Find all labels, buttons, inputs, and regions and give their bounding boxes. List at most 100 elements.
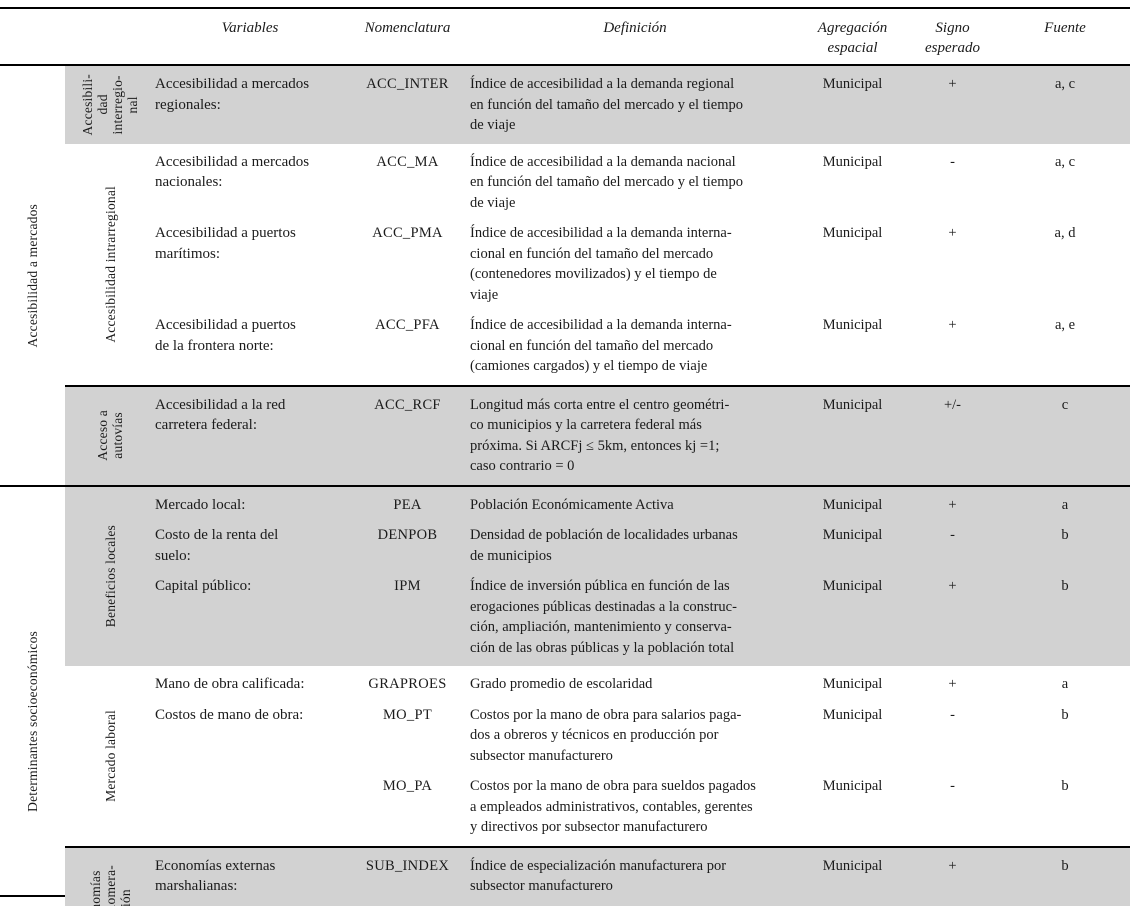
nomenclature-cell: IPM: [394, 578, 421, 594]
definition-cell: Población Económicamente Activa: [470, 496, 674, 513]
expected-sign-cell: -: [950, 706, 955, 723]
definition-cell: Índice de especialización manufacturera …: [470, 857, 727, 895]
spatial-aggregation-cell: Municipal: [822, 578, 883, 594]
subgroup: Mercado laboral Mano de obra calificada:…: [65, 666, 1130, 846]
expected-sign-cell: +/-: [943, 396, 962, 413]
subgroup-label: Accesibilidad intrarregional: [102, 185, 118, 343]
outer-group: Determinantes socioeconómicos Beneficios…: [0, 484, 1130, 906]
nomenclature-cell: DENPOB: [377, 527, 438, 543]
table-top-rule: [0, 7, 1130, 9]
source-cell: b: [1061, 578, 1069, 594]
subgroup-label-cell: Mercado laboral: [65, 666, 155, 846]
subgroup-label-cell: Economías de aglomera- ción: [65, 848, 155, 906]
variable-cell: Accesibilidad a mercados regionales:: [155, 76, 310, 113]
spatial-aggregation-cell: Municipal: [822, 153, 883, 170]
expected-sign-cell: +: [948, 317, 957, 333]
definition-cell: Índice de accesibilidad a la demanda int…: [470, 225, 732, 303]
spatial-aggregation-cell: Municipal: [822, 76, 883, 92]
outer-group-label-cell: Determinantes socioeconómicos: [0, 486, 65, 906]
variable-cell: Accesibilidad a puertos marítimos:: [155, 225, 296, 262]
definition-cell: Longitud más corta entre el centro geomé…: [470, 396, 730, 475]
source-cell: a, e: [1054, 317, 1076, 333]
expected-sign-cell: +: [948, 578, 957, 594]
expected-sign-cell: -: [950, 778, 955, 794]
expected-sign-cell: +: [948, 76, 957, 92]
nomenclature-cell: PEA: [393, 496, 422, 513]
expected-sign-cell: -: [950, 527, 955, 543]
subgroup-label: Economías de aglomera- ción: [87, 864, 133, 906]
nomenclature-cell: ACC_RCF: [374, 396, 441, 413]
subgroup-rows: Economías externas marshalianas: SUB_IND…: [155, 848, 1130, 906]
source-cell: a: [1061, 676, 1069, 692]
definition-cell: Índice de inversión pública en función d…: [470, 578, 737, 656]
nomenclature-cell: SUB_INDEX: [365, 857, 450, 874]
table-row: Mano de obra calificada: GRAPROES Grado …: [155, 672, 1130, 703]
partial-bottom-rule: [0, 895, 65, 897]
source-cell: a, d: [1054, 225, 1076, 241]
subgroup-label: Acceso a autovías: [95, 410, 125, 461]
variable-cell: Costo de la renta del suelo:: [155, 527, 279, 564]
table-row: Costos de mano de obra: MO_PT Costos por…: [155, 703, 1130, 775]
subgroup-label: Accesibili- dad interregio- nal: [80, 74, 140, 136]
header-fuente: Fuente: [1044, 20, 1086, 36]
source-cell: b: [1061, 527, 1069, 543]
table-row: Economías externas marshalianas: SUB_IND…: [155, 854, 1130, 905]
definition-cell: Índice de accesibilidad a la demanda nac…: [470, 153, 743, 211]
variable-cell: Accesibilidad a mercados nacionales:: [155, 153, 310, 191]
table-row: Accesibilidad a la red carretera federal…: [155, 393, 1130, 485]
nomenclature-cell: GRAPROES: [368, 676, 447, 692]
variable-cell: Economías externas marshalianas:: [155, 857, 276, 895]
spatial-aggregation-cell: Municipal: [822, 317, 883, 333]
spatial-aggregation-cell: Municipal: [822, 676, 883, 692]
nomenclature-cell: ACC_INTER: [366, 76, 449, 92]
source-cell: a, c: [1054, 153, 1076, 170]
definition-cell: Índice de accesibilidad a la demanda int…: [470, 317, 732, 374]
subgroup-label-cell: Accesibilidad intrarregional: [65, 144, 155, 385]
spatial-aggregation-cell: Municipal: [822, 225, 883, 241]
table-row: Capital público: IPM Índice de inversión…: [155, 574, 1130, 666]
variable-cell: [155, 776, 345, 838]
spatial-aggregation-cell: Municipal: [822, 857, 883, 874]
subgroup-rows: Accesibilidad a la red carretera federal…: [155, 387, 1130, 485]
variable-cell: Mano de obra calificada:: [155, 676, 305, 692]
subgroup-label: Beneficios locales: [102, 525, 118, 628]
subgroup-label-cell: Acceso a autovías: [65, 387, 155, 485]
variable-cell: Mercado local:: [155, 496, 246, 513]
source-cell: b: [1061, 706, 1069, 723]
nomenclature-cell: ACC_PFA: [375, 317, 440, 333]
definition-cell: Índice de accesibilidad a la demanda reg…: [470, 76, 743, 133]
spatial-aggregation-cell: Municipal: [822, 527, 883, 543]
definition-cell: Costos por la mano de obra para salarios…: [470, 706, 742, 764]
definition-cell: Densidad de población de localidades urb…: [470, 527, 738, 564]
nomenclature-cell: MO_PT: [382, 706, 433, 723]
variable-cell: Accesibilidad a puertos de la frontera n…: [155, 317, 296, 354]
subgroup-label-cell: Beneficios locales: [65, 487, 155, 667]
definition-cell: Grado promedio de escolaridad: [470, 676, 653, 692]
outer-group-label: Accesibilidad a mercados: [25, 203, 40, 348]
source-cell: a: [1061, 496, 1069, 513]
subgroup-rows: Accesibilidad a mercados nacionales: ACC…: [155, 144, 1130, 385]
header-signo-esperado: Signo esperado: [925, 20, 980, 56]
subgroup: Accesibilidad intrarregional Accesibilid…: [65, 144, 1130, 385]
header-agregacion-espacial: Agregación espacial: [817, 20, 888, 56]
header-spacer: [0, 18, 155, 58]
subgroup: Economías de aglomera- ción Economías ex…: [65, 845, 1130, 906]
source-cell: c: [1061, 396, 1069, 413]
outer-group-content: Beneficios locales Mercado local: PEA Po…: [65, 486, 1130, 906]
spatial-aggregation-cell: Municipal: [822, 706, 883, 723]
expected-sign-cell: +: [948, 225, 957, 241]
nomenclature-cell: ACC_PMA: [372, 225, 443, 241]
spatial-aggregation-cell: Municipal: [822, 496, 883, 513]
subgroup-rows: Accesibilidad a mercados regionales: ACC…: [155, 66, 1130, 144]
source-cell: b: [1061, 778, 1069, 794]
variable-cell: Costos de mano de obra:: [155, 706, 304, 723]
expected-sign-cell: -: [950, 153, 955, 170]
variable-cell: Accesibilidad a la red carretera federal…: [155, 396, 286, 434]
definition-cell: Costos por la mano de obra para sueldos …: [470, 778, 756, 835]
subgroup-label-cell: Accesibili- dad interregio- nal: [65, 66, 155, 144]
subgroup-rows: Mercado local: PEA Población Económicame…: [155, 487, 1130, 667]
outer-group-content: Accesibili- dad interregio- nal Accesibi…: [65, 66, 1130, 485]
expected-sign-cell: +: [948, 857, 957, 874]
subgroup: Beneficios locales Mercado local: PEA Po…: [65, 486, 1130, 667]
